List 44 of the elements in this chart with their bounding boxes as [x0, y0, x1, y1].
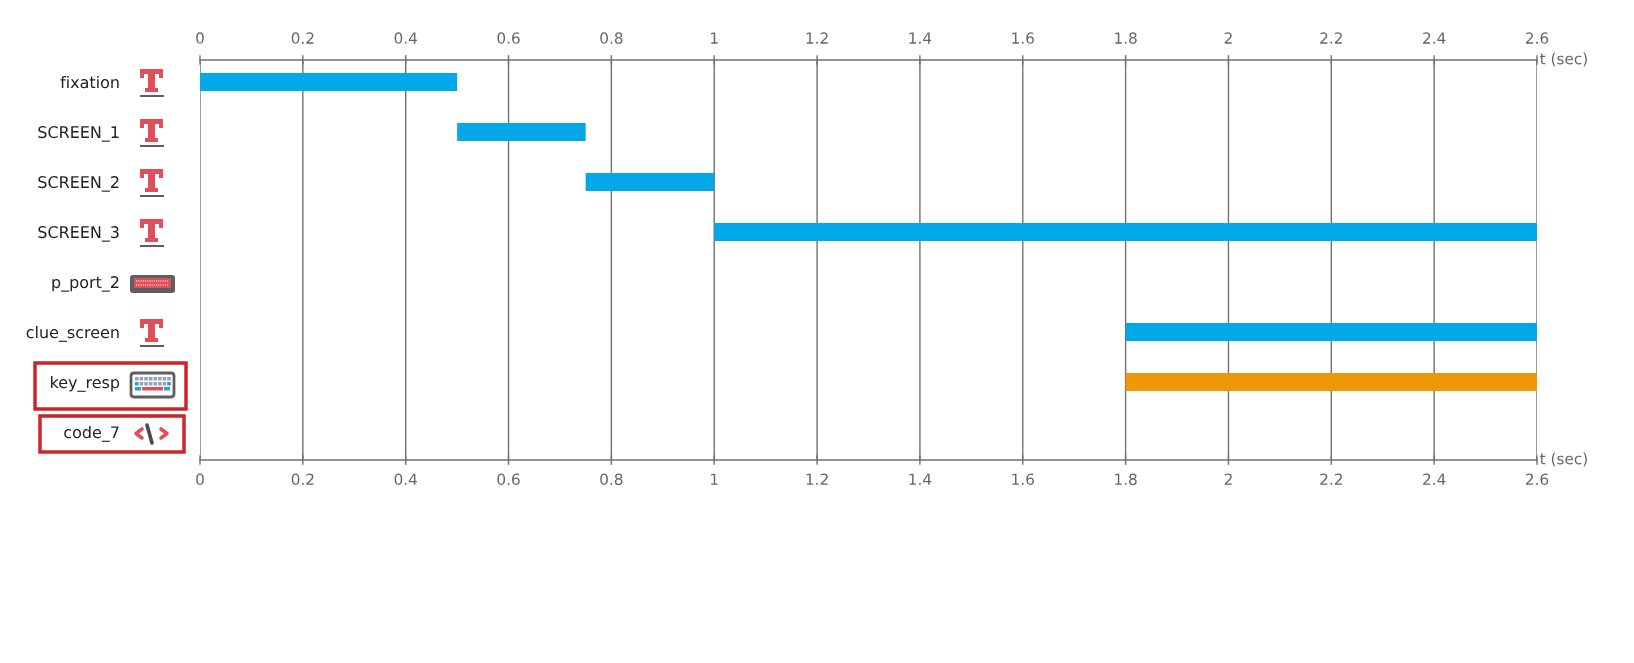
x-tick-label: 2 — [1224, 473, 1232, 485]
x2-tick-label: 1.6 — [1012, 32, 1034, 44]
x2-axis-title: t (sec) — [1540, 52, 1587, 67]
x2-tick-label: 0.6 — [497, 32, 520, 44]
x2-tick-label: 2 — [1224, 32, 1232, 44]
x-tick-label: 0.2 — [291, 473, 314, 486]
y-tick-label: fixation — [60, 75, 119, 89]
y-tick-label: SCREEN_3 — [38, 226, 119, 242]
x-tick-label: 0.8 — [600, 473, 623, 486]
x-tick-label: 1.6 — [1012, 473, 1034, 486]
x2-tick-label: 2.2 — [1320, 32, 1342, 44]
x2-tick-label: 0.4 — [394, 32, 417, 44]
x2-tick-label: 1.2 — [806, 32, 828, 44]
x2-tick-label: 0.2 — [291, 32, 314, 44]
x2-tick-label: 0.8 — [600, 32, 623, 44]
bar — [714, 223, 1537, 241]
y-tick-label: SCREEN_1 — [38, 126, 119, 142]
x2-tick-label: 2.4 — [1423, 32, 1446, 44]
x-tick-label: 2.6 — [1525, 473, 1549, 486]
bar — [1125, 323, 1537, 341]
y-tick-label: key_resp — [51, 375, 120, 392]
x-tick-label: 1.2 — [806, 473, 828, 485]
x-tick-label: 1.8 — [1115, 473, 1137, 486]
x-tick-label: 0.4 — [394, 473, 417, 486]
x-axis-title: t (sec) — [1540, 452, 1587, 467]
x-tick-label: 0 — [196, 473, 204, 486]
x2-tick-label: 1.4 — [909, 32, 932, 44]
x-tick-label: 1.4 — [909, 473, 932, 485]
y-tick-label: clue_screen — [26, 325, 119, 342]
bar — [1125, 373, 1537, 391]
bar — [200, 73, 458, 91]
x-tick-label: 0.6 — [497, 473, 520, 486]
bar — [585, 173, 715, 191]
y-tick-label: p_port_2 — [52, 276, 119, 292]
y-tick-label: code_7 — [64, 425, 119, 442]
y-tick-label: SCREEN_2 — [38, 176, 119, 192]
x2-tick-label: 1.8 — [1115, 32, 1137, 44]
x-tick-label: 2.4 — [1423, 473, 1446, 485]
x2-tick-label: 2.6 — [1525, 32, 1549, 44]
x2-tick-label: 0 — [196, 32, 204, 44]
x-tick-label: 2.2 — [1320, 473, 1342, 485]
x-tick-label: 1 — [711, 473, 718, 485]
x2-tick-label: 1 — [711, 32, 718, 44]
bar — [457, 123, 586, 141]
